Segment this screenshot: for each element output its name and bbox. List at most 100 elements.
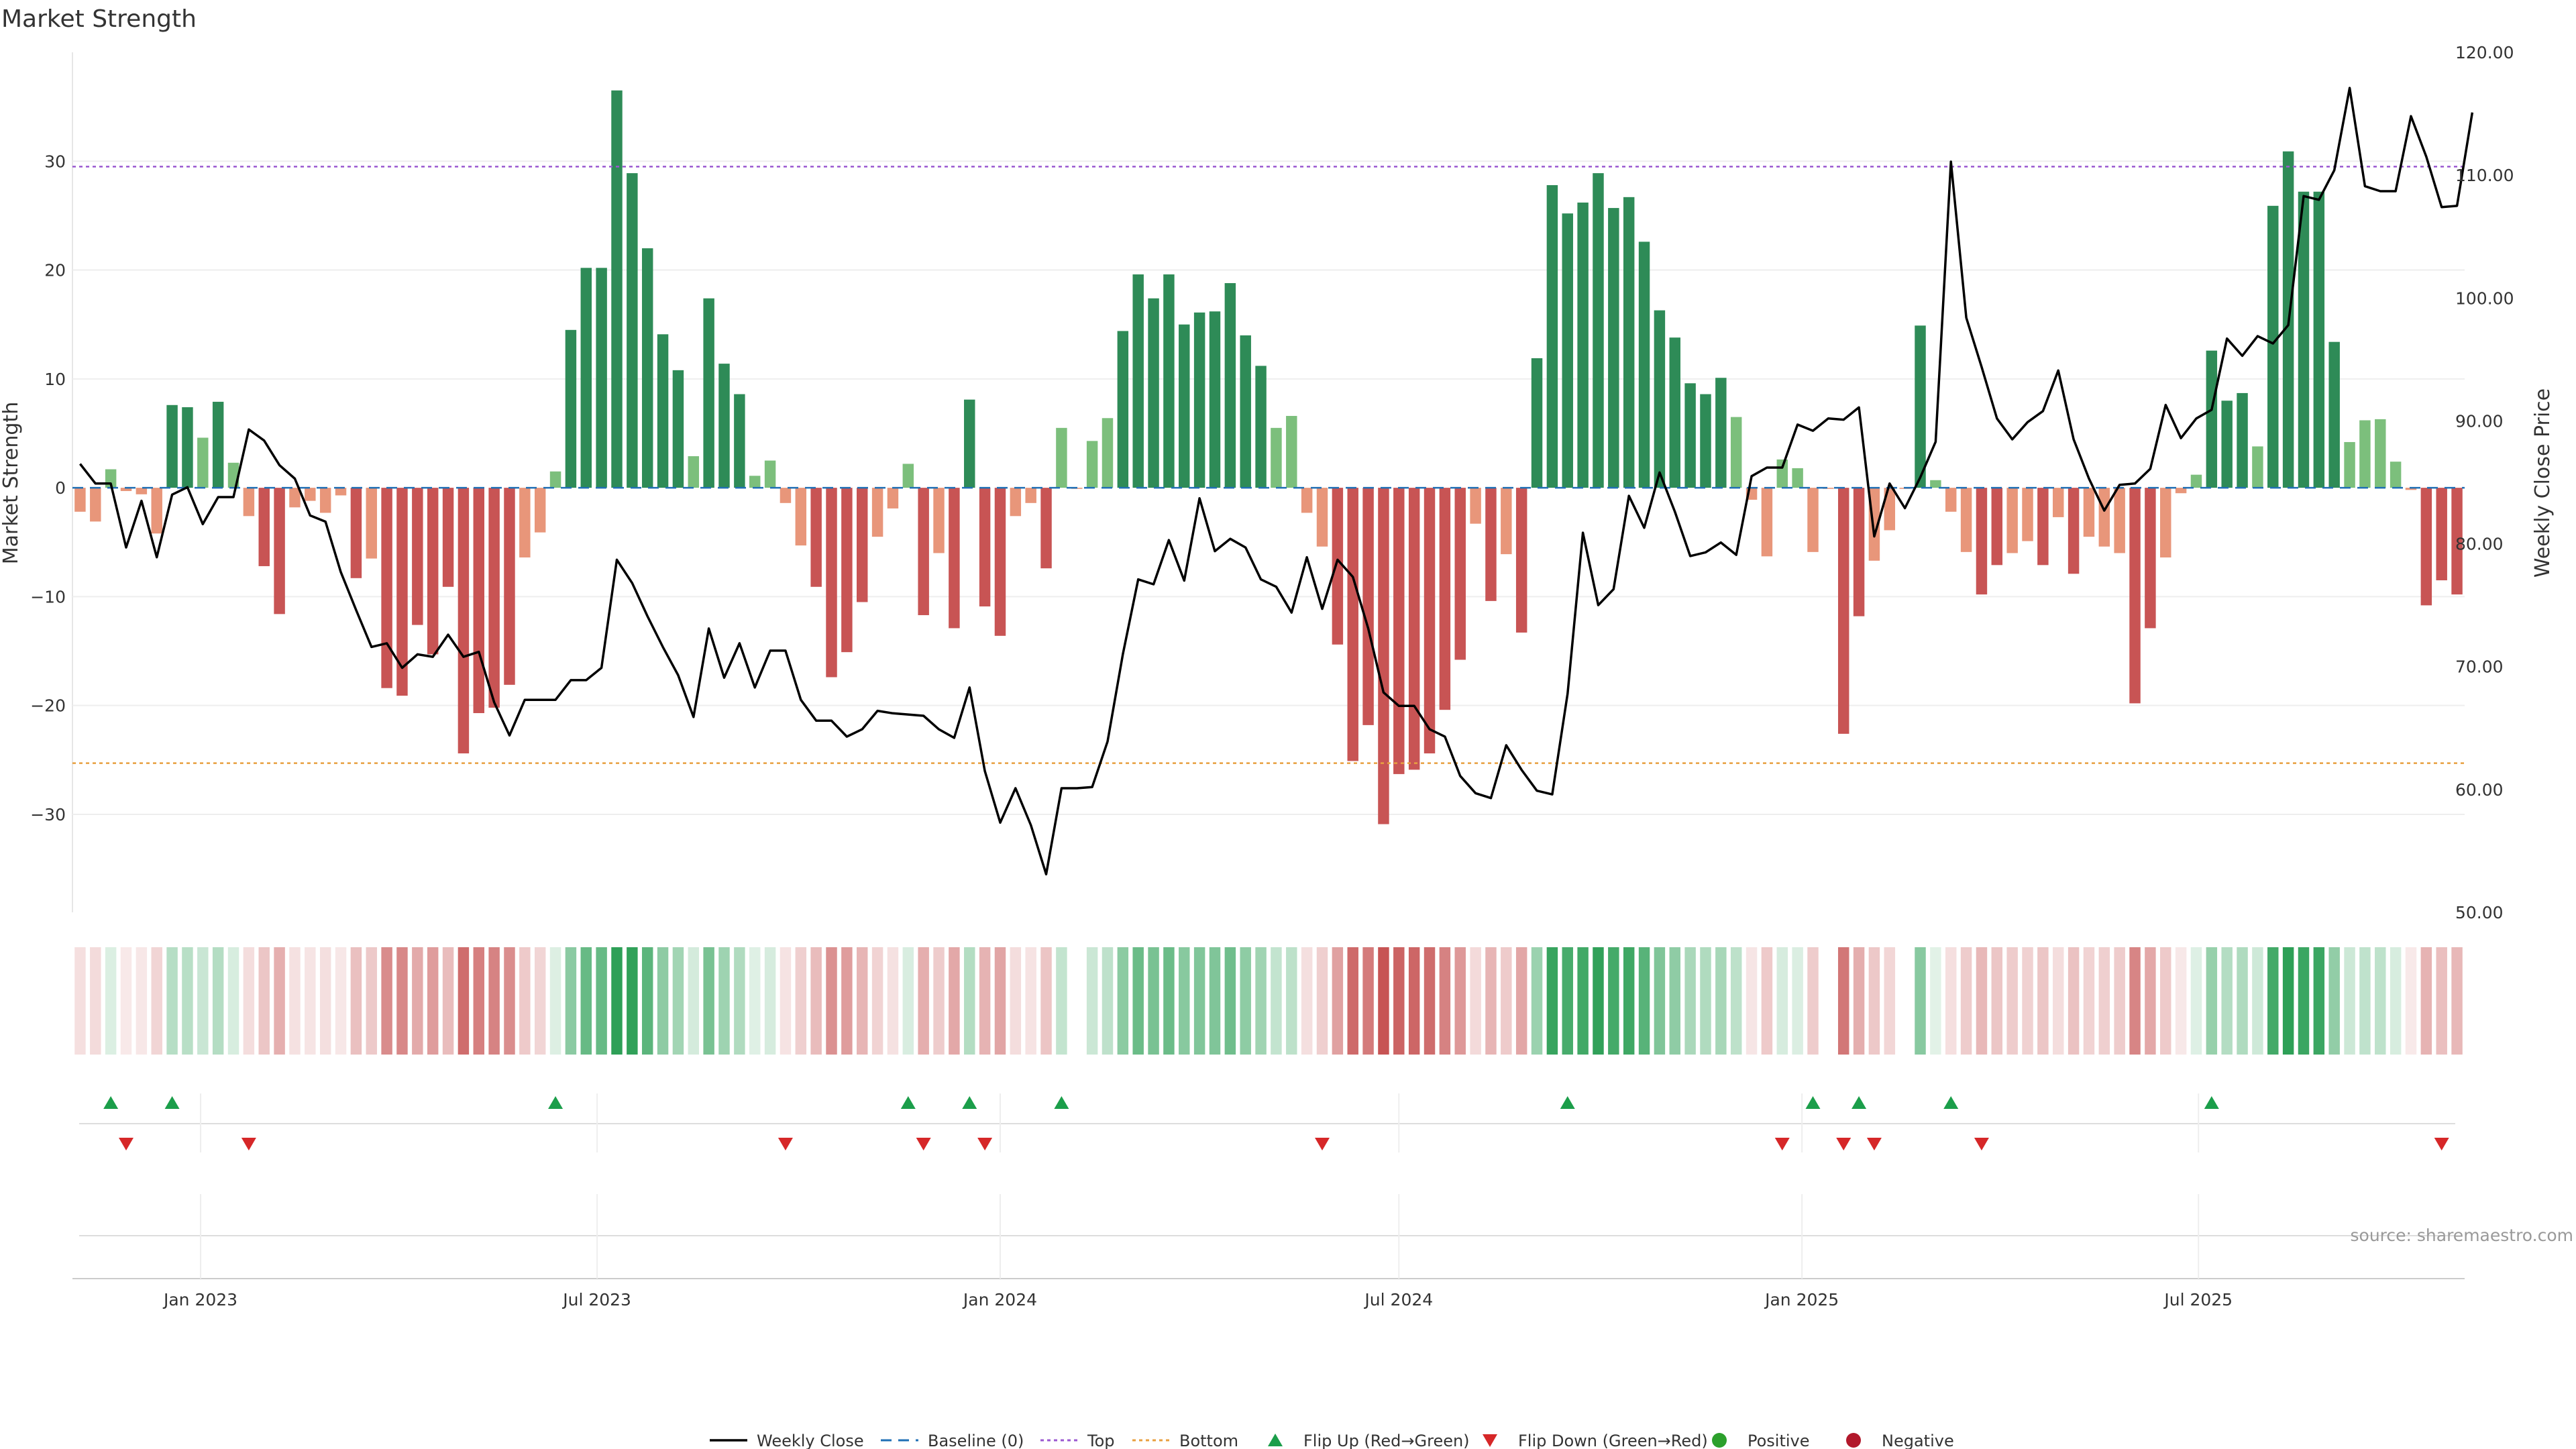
strength-bar: [1531, 358, 1543, 488]
strength-bar: [964, 399, 975, 488]
heat-cell: [1362, 947, 1374, 1055]
heat-cell: [949, 947, 960, 1055]
heat-cell: [1316, 947, 1328, 1055]
strength-bar: [1025, 488, 1036, 503]
strength-bar: [504, 488, 515, 685]
flip-up-marker: [1943, 1096, 1959, 1109]
strength-bar: [1792, 468, 1803, 488]
heat-cell: [396, 947, 408, 1055]
heat-cell: [212, 947, 224, 1055]
heat-cell: [1531, 947, 1543, 1055]
heat-cell: [1577, 947, 1589, 1055]
strength-bar: [2160, 488, 2171, 557]
strength-bar: [1915, 325, 1926, 488]
left-tick-label: 30: [44, 152, 66, 171]
heat-cell: [2022, 947, 2033, 1055]
heat-cell: [1638, 947, 1650, 1055]
legend-positive-swatch: [1712, 1433, 1727, 1448]
strength-bar: [2221, 400, 2233, 488]
flip-down-marker: [241, 1138, 256, 1150]
heat-cell: [2298, 947, 2310, 1055]
flip-markers-panel: [79, 1096, 2455, 1236]
strength-bar: [396, 488, 408, 696]
strength-bar: [1301, 488, 1313, 513]
strength-bar: [1347, 488, 1358, 761]
heat-cell: [1654, 947, 1666, 1055]
heat-cell: [1040, 947, 1052, 1055]
heat-cell: [2190, 947, 2202, 1055]
flip-up-marker: [1560, 1096, 1575, 1109]
strength-bar: [2145, 488, 2156, 629]
strength-bar: [734, 394, 745, 488]
flip-down-marker: [1866, 1138, 1882, 1150]
left-axis-label: Market Strength: [0, 402, 23, 564]
strength-bar: [1454, 488, 1466, 660]
heat-cell: [1439, 947, 1451, 1055]
strength-bar: [1730, 417, 1742, 488]
strength-bar: [243, 488, 255, 517]
strength-bar: [1470, 488, 1481, 524]
heat-cell: [2375, 947, 2386, 1055]
strength-bar: [1700, 394, 1711, 488]
strength-bar: [1332, 488, 1344, 645]
right-tick-label: 110.00: [2455, 166, 2514, 185]
strength-bar: [565, 329, 577, 488]
heat-cell: [243, 947, 255, 1055]
strength-bar: [442, 488, 454, 587]
legend-item-positive: Positive: [1712, 1432, 1810, 1449]
heat-cell: [627, 947, 638, 1055]
strength-bar: [274, 488, 285, 614]
strength-bar: [519, 488, 531, 557]
strength-bar: [902, 464, 914, 488]
flip-down-marker: [2434, 1138, 2449, 1150]
strength-bar: [688, 456, 700, 488]
chart-title: Market Strength: [1, 5, 197, 33]
strength-bar: [1562, 213, 1573, 488]
legend-label: Flip Up (Red→Green): [1303, 1432, 1470, 1449]
strength-bar: [1148, 298, 1159, 488]
strength-bar: [2420, 488, 2432, 606]
heat-cell: [1853, 947, 1865, 1055]
strength-bar: [1102, 418, 1114, 488]
right-tick-label: 80.00: [2455, 535, 2504, 554]
heat-cell: [795, 947, 807, 1055]
right-tick-label: 100.00: [2455, 288, 2514, 308]
heat-cell: [2436, 947, 2447, 1055]
strength-bar: [289, 488, 301, 508]
flip-up-marker: [962, 1096, 977, 1109]
heat-cell: [1593, 947, 1604, 1055]
right-tick-label: 90.00: [2455, 411, 2504, 431]
legend-label: Positive: [1748, 1432, 1810, 1449]
heat-cell: [442, 947, 454, 1055]
heat-cell: [2282, 947, 2294, 1055]
strength-bar: [1086, 441, 1098, 488]
strength-bar: [611, 90, 623, 488]
left-tick-label: −20: [30, 696, 66, 716]
strength-bar: [2436, 488, 2447, 581]
heat-cell: [1132, 947, 1144, 1055]
strength-bar: [1485, 488, 1497, 601]
strength-bar: [534, 488, 546, 533]
strength-bar: [212, 401, 224, 488]
strength-bar: [1255, 366, 1267, 488]
heat-cell: [964, 947, 975, 1055]
strength-bar: [1408, 488, 1420, 770]
strength-bar: [657, 334, 669, 488]
strength-bar: [1945, 488, 1957, 512]
heat-cell: [2451, 947, 2463, 1055]
legend-label: Weekly Close: [757, 1432, 864, 1449]
heat-cell: [258, 947, 270, 1055]
heat-cell: [2390, 947, 2402, 1055]
heat-cell: [902, 947, 914, 1055]
right-tick-label: 70.00: [2455, 657, 2504, 677]
heat-cell: [197, 947, 209, 1055]
heat-cell: [1424, 947, 1436, 1055]
strength-bar: [1960, 488, 1972, 552]
strength-bar: [1271, 427, 1282, 488]
flip-down-marker: [916, 1138, 931, 1150]
flip-up-marker: [1851, 1096, 1867, 1109]
heat-cell: [105, 947, 117, 1055]
strength-bar: [1117, 331, 1129, 488]
heat-cell: [319, 947, 331, 1055]
